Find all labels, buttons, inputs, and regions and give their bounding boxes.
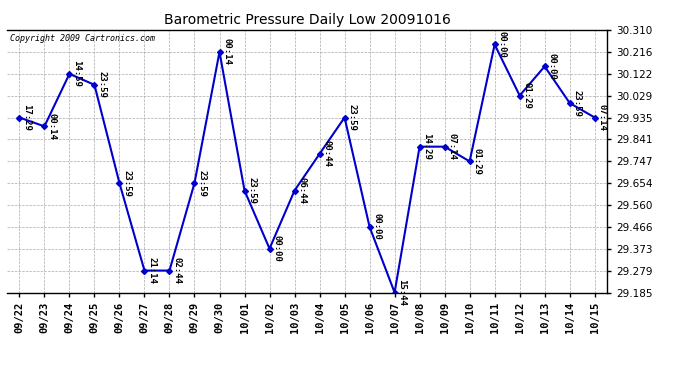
Text: 01:29: 01:29 — [522, 82, 531, 109]
Text: 00:00: 00:00 — [547, 53, 556, 80]
Text: 21:14: 21:14 — [147, 257, 156, 284]
Text: 23:59: 23:59 — [122, 170, 131, 196]
Text: 07:14: 07:14 — [598, 104, 607, 131]
Text: 23:59: 23:59 — [97, 71, 106, 98]
Text: 06:44: 06:44 — [297, 177, 306, 204]
Text: 00:00: 00:00 — [273, 235, 282, 262]
Text: Copyright 2009 Cartronics.com: Copyright 2009 Cartronics.com — [10, 34, 155, 43]
Text: 17:29: 17:29 — [22, 104, 31, 131]
Text: 02:44: 02:44 — [172, 257, 181, 284]
Text: 23:59: 23:59 — [197, 170, 206, 196]
Text: 14:29: 14:29 — [422, 133, 431, 160]
Text: 23:59: 23:59 — [573, 90, 582, 117]
Text: 00:14: 00:14 — [222, 39, 231, 65]
Text: 00:00: 00:00 — [373, 213, 382, 240]
Text: 01:29: 01:29 — [473, 148, 482, 175]
Text: 07:14: 07:14 — [447, 133, 456, 160]
Text: 00:14: 00:14 — [47, 113, 56, 140]
Text: 00:44: 00:44 — [322, 141, 331, 167]
Text: 23:59: 23:59 — [347, 104, 356, 131]
Text: 00:00: 00:00 — [497, 31, 506, 58]
Title: Barometric Pressure Daily Low 20091016: Barometric Pressure Daily Low 20091016 — [164, 13, 451, 27]
Text: 15:44: 15:44 — [397, 279, 406, 306]
Text: 14:59: 14:59 — [72, 60, 81, 87]
Text: 23:59: 23:59 — [247, 177, 256, 204]
